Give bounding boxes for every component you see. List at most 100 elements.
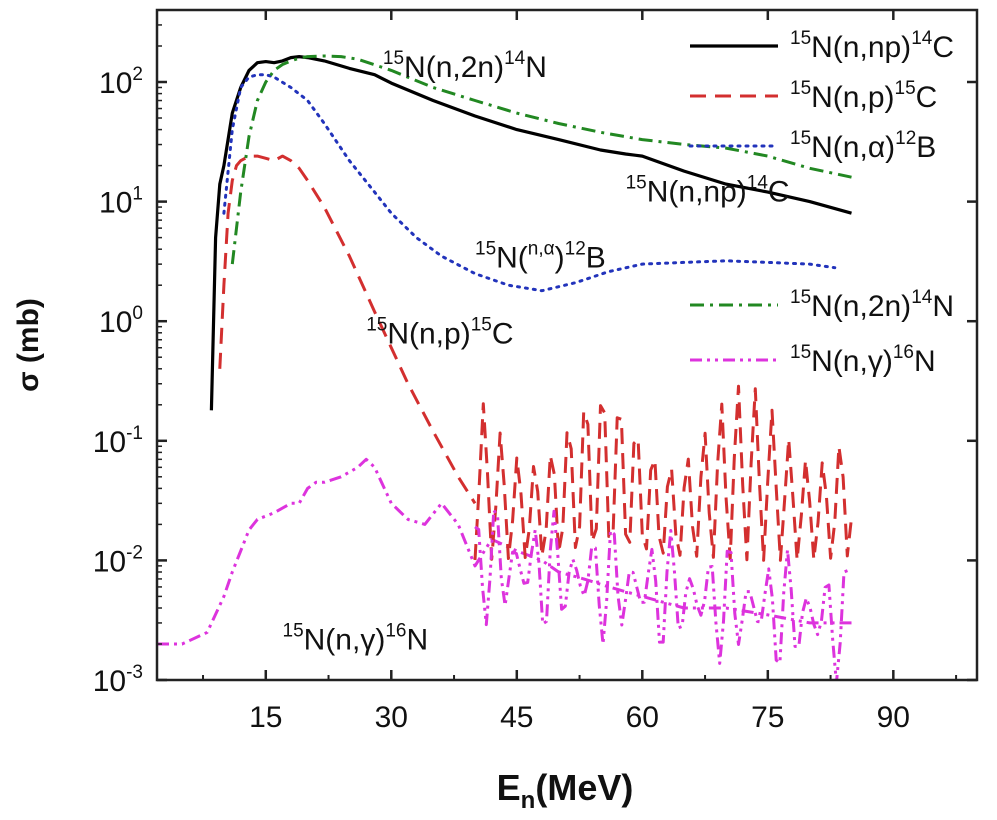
label-text: N(n,p) bbox=[387, 318, 470, 351]
label-superscript: 15 bbox=[790, 78, 811, 99]
label-text: N(n,γ) bbox=[811, 345, 893, 378]
y-tick-base: 10 bbox=[99, 187, 132, 220]
svg-text:15N(n,p)15C: 15N(n,p)15C bbox=[790, 78, 937, 114]
y-tick-exponent: 0 bbox=[132, 303, 143, 324]
svg-text:15N(n,γ)16N: 15N(n,γ)16N bbox=[283, 621, 429, 657]
label-superscript: 16 bbox=[893, 342, 914, 363]
y-tick-label: 101 bbox=[99, 184, 143, 220]
series-line-2n bbox=[230, 54, 852, 265]
annotations: 15N(n,2n)14N15N(n,np)14C15N(n,α)12B15N(n… bbox=[283, 48, 790, 656]
y-tick-label: 100 bbox=[99, 303, 143, 339]
label-superscript: 15 bbox=[790, 287, 811, 308]
label-text: N(n,np) bbox=[811, 31, 911, 64]
label-text: N bbox=[406, 624, 428, 657]
label-text: N(n,p) bbox=[811, 81, 894, 114]
label-text: ) bbox=[555, 242, 565, 275]
label-superscript: 15 bbox=[471, 315, 492, 336]
x-tick-label: 90 bbox=[877, 701, 910, 734]
x-tick-label: 30 bbox=[375, 701, 408, 734]
y-tick-label: 10-3 bbox=[93, 662, 143, 698]
label-text: N(n,γ) bbox=[304, 624, 386, 657]
legend: 15N(n,np)14C15N(n,p)15C15N(n,α)12B15N(n,… bbox=[688, 28, 954, 378]
x-axis: 15 30 45 60 75 90 bbox=[202, 10, 958, 734]
legend-entry-2n: 15N(n,2n)14N bbox=[790, 287, 954, 323]
series-line-gamma bbox=[157, 457, 852, 646]
label-superscript: 15 bbox=[283, 621, 304, 642]
svg-text:15N(n,2n)14N: 15N(n,2n)14N bbox=[383, 48, 547, 84]
annotation-alpha: 15N(n,α)12B bbox=[475, 239, 606, 275]
series-line-p bbox=[218, 154, 477, 505]
x-tick-label: 15 bbox=[249, 701, 282, 734]
label-text: C bbox=[492, 318, 514, 351]
y-tick-base: 10 bbox=[99, 306, 132, 339]
label-superscript: 15 bbox=[366, 315, 387, 336]
plot-frame bbox=[155, 8, 979, 682]
label-superscript: 14 bbox=[911, 28, 933, 49]
label-text: N bbox=[525, 51, 547, 84]
svg-text:15N(n,α)12B: 15N(n,α)12B bbox=[475, 239, 606, 275]
annotation-np: 15N(n,np)14C bbox=[626, 173, 790, 209]
label-text: C bbox=[916, 81, 938, 114]
y-tick-base: 10 bbox=[93, 665, 126, 698]
legend-entry-np: 15N(n,np)14C bbox=[790, 28, 954, 64]
label-text: N bbox=[914, 345, 936, 378]
legend-entry-gamma: 15N(n,γ)16N bbox=[790, 342, 936, 378]
label-text: B bbox=[916, 131, 936, 164]
svg-text:15N(n,γ)16N: 15N(n,γ)16N bbox=[790, 342, 936, 378]
legend-entry-alpha: 15N(n,α)12B bbox=[790, 128, 936, 164]
svg-text:15N(n,α)12B: 15N(n,α)12B bbox=[790, 128, 936, 164]
label-superscript: 14 bbox=[911, 287, 933, 308]
svg-text:15N(n,p)15C: 15N(n,p)15C bbox=[366, 315, 513, 351]
x-tick-label: 75 bbox=[751, 701, 784, 734]
label-superscript: 15 bbox=[790, 28, 811, 49]
series-layer bbox=[157, 54, 853, 680]
label-text: N(n,2n) bbox=[404, 51, 504, 84]
y-tick-label: 102 bbox=[99, 64, 143, 100]
label-superscript: 15 bbox=[790, 128, 811, 149]
label-text: B bbox=[586, 242, 606, 275]
y-tick-exponent: -1 bbox=[126, 423, 143, 444]
annotation-gamma: 15N(n,γ)16N bbox=[283, 621, 429, 657]
y-tick-exponent: -3 bbox=[126, 662, 143, 683]
label-superscript: 15 bbox=[895, 78, 916, 99]
x-tick-label: 60 bbox=[626, 701, 659, 734]
label-text: N(n,α) bbox=[811, 131, 895, 164]
y-tick-exponent: 2 bbox=[132, 64, 143, 85]
y-tick-exponent: 1 bbox=[132, 184, 143, 205]
label-superscript: 12 bbox=[565, 239, 586, 260]
label-superscript: 16 bbox=[385, 621, 406, 642]
y-tick-base: 10 bbox=[93, 545, 126, 578]
svg-text:15N(n,2n)14N: 15N(n,2n)14N bbox=[790, 287, 954, 323]
label-text: N(n,np) bbox=[647, 176, 747, 209]
series-line-p-resonances bbox=[473, 384, 853, 562]
y-axis-title: σ (mb) bbox=[12, 298, 45, 392]
label-superscript: 14 bbox=[747, 173, 769, 194]
label-superscript: 14 bbox=[504, 48, 526, 69]
label-text: C bbox=[932, 31, 954, 64]
label-superscript: 15 bbox=[383, 48, 404, 69]
label-text: N bbox=[932, 290, 954, 323]
label-superscript: n,α bbox=[528, 239, 555, 260]
svg-text:15N(n,np)14C: 15N(n,np)14C bbox=[790, 28, 954, 64]
label-text: N( bbox=[496, 242, 528, 275]
y-tick-base: 10 bbox=[99, 67, 132, 100]
annotation-p: 15N(n,p)15C bbox=[366, 315, 513, 351]
label-superscript: 15 bbox=[790, 342, 811, 363]
svg-text:15N(n,np)14C: 15N(n,np)14C bbox=[626, 173, 790, 209]
label-superscript: 12 bbox=[895, 128, 916, 149]
legend-entry-p: 15N(n,p)15C bbox=[790, 78, 937, 114]
label-text: N(n,2n) bbox=[811, 290, 911, 323]
y-tick-exponent: -2 bbox=[126, 542, 143, 563]
label-superscript: 15 bbox=[475, 239, 496, 260]
y-tick-label: 10-1 bbox=[93, 423, 143, 459]
y-tick-label: 10-2 bbox=[93, 542, 143, 578]
series-line-gamma-resonances bbox=[474, 508, 849, 680]
label-superscript: 15 bbox=[626, 173, 647, 194]
annotation-2n: 15N(n,2n)14N bbox=[383, 48, 547, 84]
x-tick-label: 45 bbox=[500, 701, 533, 734]
y-tick-base: 10 bbox=[93, 426, 126, 459]
x-axis-title: En(MeV) bbox=[497, 767, 634, 814]
